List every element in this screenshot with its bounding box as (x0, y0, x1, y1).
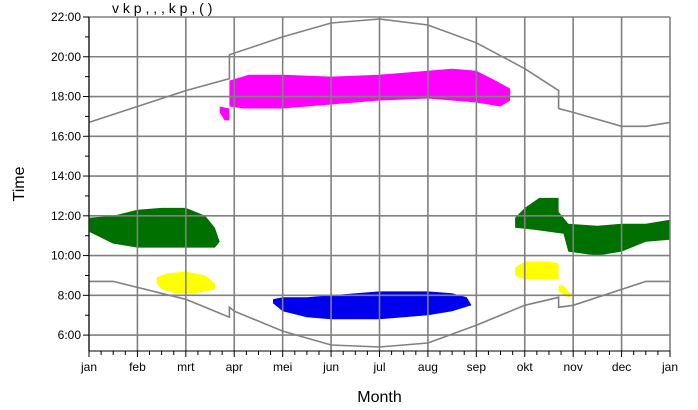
region-blue (273, 291, 472, 320)
regions-layer (89, 68, 670, 320)
grid-layer (88, 16, 671, 351)
y-tick-label: 10:00 (51, 249, 81, 263)
y-tick-label: 8:00 (58, 288, 82, 302)
y-axis-title: Time (11, 166, 28, 201)
y-tick-label: 18:00 (51, 90, 81, 104)
y-tick-label: 6:00 (58, 328, 82, 342)
x-tick-label: jan (80, 360, 97, 374)
x-tick-label: sep (467, 360, 487, 374)
x-tick-label: apr (226, 360, 243, 374)
region-green-right (515, 197, 670, 256)
x-tick-label: mei (273, 360, 292, 374)
x-tick-label: jul (372, 360, 385, 374)
series-lower-line (89, 280, 670, 348)
y-tick-label: 12:00 (51, 209, 81, 223)
lines-layer (88, 18, 671, 348)
x-tick-label: jun (322, 360, 339, 374)
x-axis-title: Month (357, 389, 401, 406)
x-tick-label: jan (661, 360, 678, 374)
x-tick-label: aug (418, 360, 438, 374)
y-tick-label: 22:00 (51, 10, 81, 24)
x-tick-label: okt (517, 360, 534, 374)
axes-layer: 6:00 8:00 10:00 12:00 14:00 16:00 18:00 20:00 22… (51, 10, 678, 374)
x-tick-label: mrt (177, 360, 195, 374)
y-tick-label: 14:00 (51, 169, 81, 183)
region-green-left (89, 207, 220, 248)
y-tick-label: 16:00 (51, 129, 81, 143)
series-upper-line (88, 18, 671, 128)
x-tick-label: dec (612, 360, 631, 374)
x-tick-label: nov (563, 360, 582, 374)
y-tick-label: 20:00 (51, 50, 81, 64)
region-yellow-right (515, 261, 559, 280)
x-tick-label: feb (129, 360, 146, 374)
region-magenta-tail (219, 106, 230, 121)
header-partial-text: v k p , , , k p , ( ) (112, 0, 212, 16)
region-yellow-right-small (558, 285, 574, 298)
region-magenta (229, 68, 511, 109)
